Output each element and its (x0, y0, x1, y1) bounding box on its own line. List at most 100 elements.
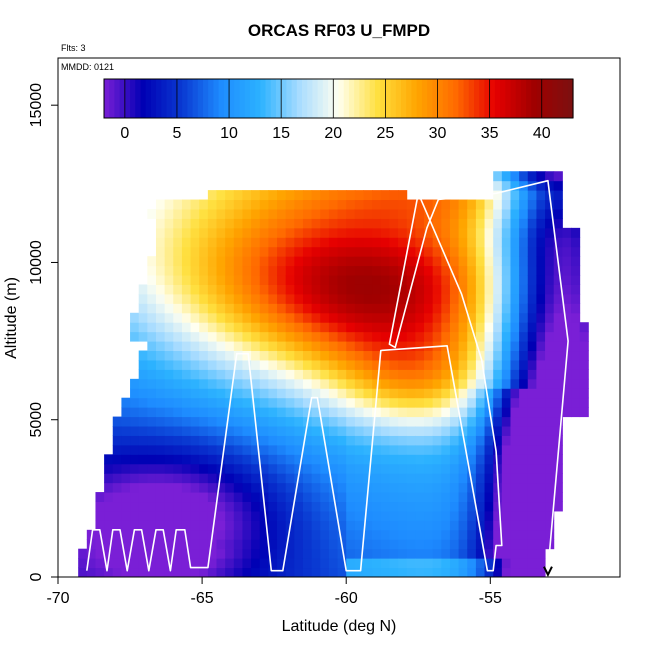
heatmap-cell (190, 284, 200, 295)
heatmap-cell (415, 208, 425, 219)
heatmap-cell (354, 265, 364, 276)
heatmap-cell (242, 520, 252, 531)
heatmap-cell (190, 501, 200, 512)
heatmap-cell (95, 520, 105, 531)
heatmap-cell (432, 378, 442, 389)
heatmap-cell (199, 501, 209, 512)
heatmap-cell (199, 284, 209, 295)
heatmap-cell (95, 510, 105, 521)
heatmap-cell (562, 246, 572, 257)
heatmap-cell (268, 492, 278, 503)
heatmap-cell (259, 275, 269, 285)
heatmap-cell (510, 407, 520, 418)
heatmap-cell (155, 482, 166, 493)
heatmap-cell (259, 218, 269, 229)
heatmap-cell (155, 293, 166, 304)
heatmap-cell (467, 218, 477, 229)
heatmap-cell (346, 482, 356, 493)
heatmap-cell (199, 237, 209, 248)
heatmap-cell (181, 435, 192, 446)
heatmap-cell (268, 341, 278, 352)
heatmap-cell (104, 463, 114, 474)
heatmap-cell (147, 463, 157, 474)
heatmap-cell (493, 265, 503, 276)
heatmap-cell (398, 284, 408, 295)
heatmap-cell (354, 482, 364, 493)
heatmap-cell (190, 397, 200, 408)
heatmap-cell (277, 426, 287, 436)
heatmap-cell (259, 322, 269, 333)
heatmap-cell (527, 341, 537, 352)
heatmap-cell (545, 227, 555, 238)
heatmap-cell (467, 463, 477, 474)
colorbar-segment (442, 79, 449, 118)
heatmap-cell (242, 246, 252, 257)
heatmap-cell (242, 275, 252, 285)
heatmap-cell (320, 369, 330, 380)
y-axis-label: Altitude (m) (3, 277, 20, 359)
heatmap-cell (190, 520, 200, 531)
heatmap-cell (346, 218, 356, 229)
heatmap-cell (181, 369, 192, 380)
heatmap-cell (164, 510, 174, 521)
heatmap-cell (406, 482, 416, 493)
heatmap-cell (398, 463, 408, 474)
heatmap-cell (354, 190, 364, 201)
heatmap-cell (130, 397, 140, 408)
heatmap-cell (458, 529, 468, 540)
heatmap-cell (277, 435, 287, 446)
heatmap-cell (389, 199, 399, 210)
heatmap-cell (155, 407, 166, 418)
heatmap-cell (406, 331, 416, 342)
heatmap-cell (458, 444, 468, 455)
heatmap-cell (484, 378, 494, 389)
heatmap-cell (493, 426, 503, 436)
heatmap-cell (259, 435, 269, 446)
heatmap-cell (363, 510, 373, 521)
heatmap-cell (268, 510, 278, 521)
heatmap-cell (337, 227, 347, 238)
heatmap-cell (337, 567, 347, 577)
heatmap-cell (337, 463, 347, 474)
heatmap-cell (536, 558, 546, 569)
heatmap-cell (424, 265, 434, 276)
heatmap-cell (536, 492, 546, 503)
heatmap-cell (155, 435, 166, 446)
heatmap-cell (173, 416, 183, 427)
heatmap-cell (424, 369, 434, 380)
heatmap-cell (311, 350, 321, 361)
heatmap-cell (571, 322, 581, 333)
heatmap-cell (173, 208, 183, 219)
heatmap-cell (346, 407, 356, 418)
colorbar-segment (567, 79, 574, 118)
colorbar-segment (203, 79, 209, 118)
heatmap-cell (320, 426, 330, 436)
heatmap-cell (328, 275, 339, 285)
heatmap-cell (545, 359, 555, 370)
heatmap-cell (432, 520, 442, 531)
heatmap-cell (328, 416, 339, 427)
heatmap-cell (363, 322, 373, 333)
heatmap-cell (510, 199, 520, 210)
heatmap-cell (449, 237, 460, 248)
heatmap-cell (536, 454, 546, 465)
heatmap-cell (130, 482, 140, 493)
heatmap-cell (285, 199, 295, 210)
heatmap-cell (441, 293, 451, 304)
heatmap-cell (398, 510, 408, 521)
colorbar-segment (552, 79, 558, 118)
heatmap-cell (510, 190, 520, 201)
heatmap-cell (225, 341, 235, 352)
heatmap-cell (458, 218, 468, 229)
heatmap-cell (346, 303, 356, 314)
heatmap-cell (346, 558, 356, 569)
heatmap-cell (86, 558, 96, 569)
heatmap-cell (242, 416, 252, 427)
heatmap-cell (259, 444, 269, 455)
heatmap-cell (493, 341, 503, 352)
heatmap-cell (302, 293, 313, 304)
heatmap-cell (138, 558, 148, 569)
heatmap-cell (415, 378, 425, 389)
heatmap-cell (259, 539, 269, 550)
